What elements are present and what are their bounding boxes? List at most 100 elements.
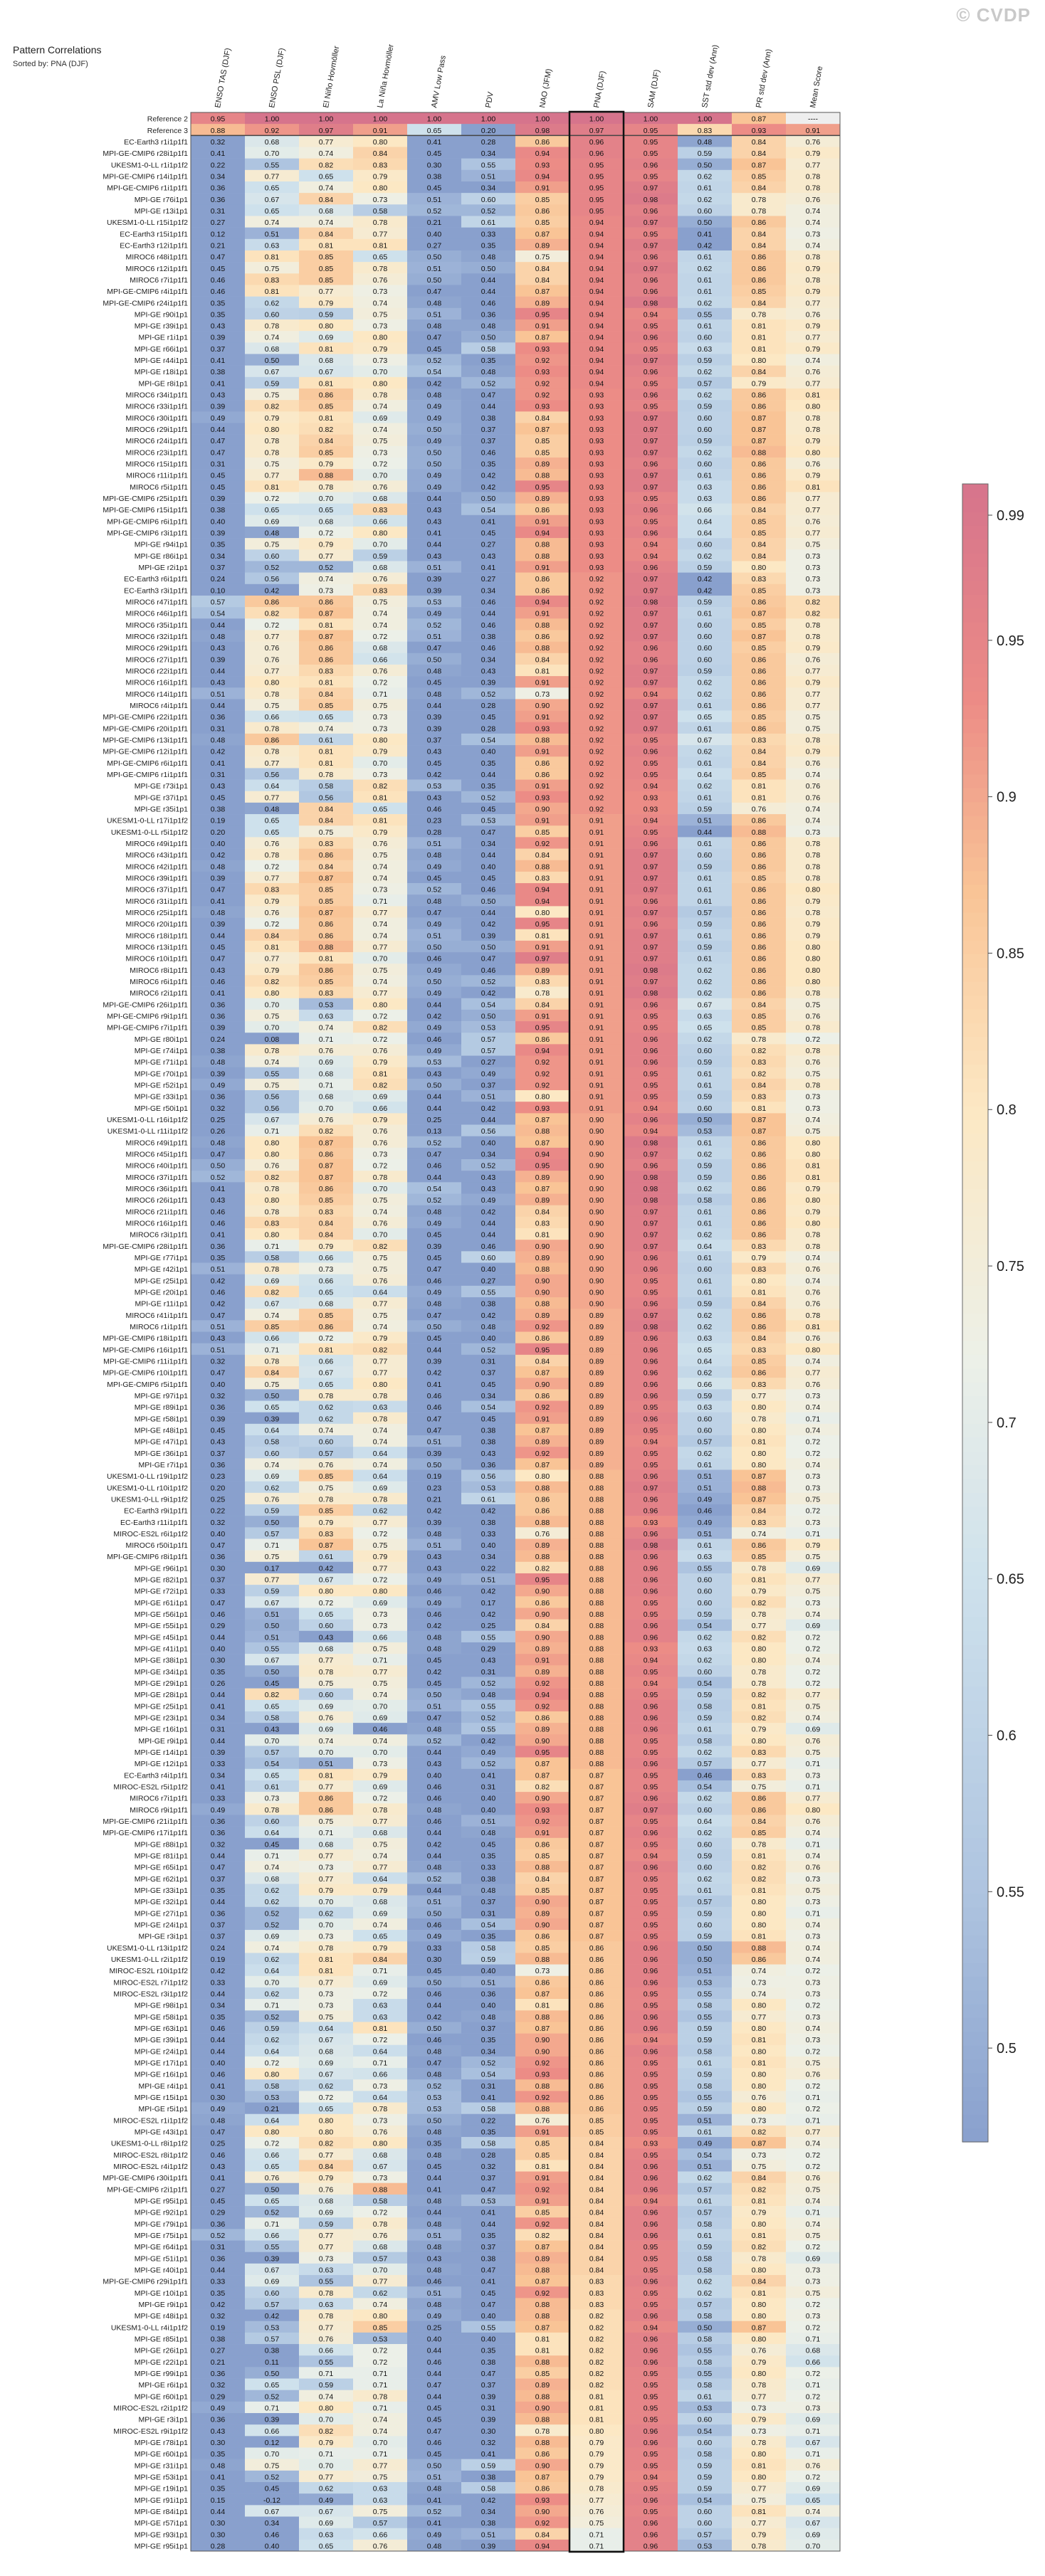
- cell-value-label: 0.41: [211, 759, 226, 768]
- cell-value-label: 0.96: [644, 1795, 658, 1803]
- cell-value-label: 0.45: [481, 713, 496, 722]
- cell-value-label: 0.75: [806, 1588, 821, 1596]
- cell-value-label: 0.87: [535, 2278, 550, 2286]
- cell-value-label: 0.43: [211, 679, 226, 687]
- cell-value-label: 0.52: [427, 1875, 442, 1884]
- cell-value-label: 0.50: [427, 426, 442, 434]
- heatmap-cell: [569, 445, 624, 458]
- cell-value-label: 0.84: [752, 138, 767, 147]
- cell-value-label: 0.45: [427, 759, 442, 768]
- heatmap-cell: [245, 1124, 299, 1136]
- cell-value-label: 0.83: [319, 840, 334, 848]
- heatmap-cell: [407, 457, 461, 470]
- cell-value-label: 0.81: [373, 241, 388, 250]
- cell-value-label: 0.92: [589, 748, 604, 756]
- heatmap-cell: [407, 940, 461, 953]
- cell-value-label: 0.72: [373, 1576, 388, 1585]
- cell-value-label: 0.40: [481, 2002, 496, 2010]
- cell-value-label: 0.52: [481, 1162, 496, 1171]
- heatmap-cell: [569, 319, 624, 332]
- heatmap-cell: [786, 745, 840, 757]
- heatmap-cell: [732, 434, 786, 447]
- cell-value-label: 0.55: [265, 1070, 280, 1078]
- cell-value-label: 0.67: [319, 1576, 334, 1585]
- heatmap-cell: [353, 158, 407, 171]
- cell-value-label: 0.60: [698, 541, 713, 549]
- cell-value-label: 0.37: [481, 1898, 496, 1906]
- heatmap-cell: [732, 733, 786, 746]
- cell-value-label: 0.44: [427, 495, 442, 503]
- cell-value-label: 1.00: [589, 115, 604, 124]
- cell-value-label: 0.75: [373, 1679, 388, 1688]
- cell-value-label: 0.36: [481, 1461, 496, 1469]
- cell-value-label: 0.78: [806, 276, 821, 285]
- cell-value-label: 0.90: [535, 1381, 550, 1389]
- cell-value-label: 0.47: [211, 1369, 226, 1378]
- heatmap-cell: [678, 250, 732, 263]
- heatmap-cell: [299, 894, 353, 907]
- heatmap-cell: [461, 158, 515, 171]
- row-label: MIROC6 r30i1p1f1: [125, 414, 188, 423]
- cell-value-label: 0.86: [535, 1035, 550, 1044]
- heatmap-cell: [407, 1078, 461, 1091]
- cell-value-label: 0.65: [319, 1288, 334, 1297]
- heatmap-cell: [407, 917, 461, 930]
- cell-value-label: 0.93: [535, 403, 550, 411]
- heatmap-cell: [624, 814, 678, 826]
- heatmap-cell: [678, 860, 732, 872]
- cell-value-label: 0.83: [319, 667, 334, 676]
- cell-value-label: 0.68: [319, 357, 334, 365]
- cell-value-label: 0.71: [265, 1242, 280, 1251]
- row-label: MPI-GE-CMIP6 r28i1p1f1: [103, 1242, 188, 1251]
- cell-value-label: 0.39: [211, 1748, 226, 1757]
- cell-value-label: 0.88: [589, 1668, 604, 1677]
- cell-value-label: 0.80: [806, 1150, 821, 1158]
- heatmap-cell: [732, 618, 786, 630]
- cell-value-label: 0.59: [698, 1300, 713, 1309]
- heatmap-cell: [299, 400, 353, 412]
- cell-value-label: 0.95: [644, 1450, 658, 1458]
- cell-value-label: 0.50: [427, 460, 442, 469]
- heatmap-cell: [407, 687, 461, 700]
- cell-value-label: 0.50: [481, 1012, 496, 1020]
- heatmap-cell: [678, 940, 732, 953]
- heatmap-cell: [461, 653, 515, 665]
- cell-value-label: 0.63: [698, 345, 713, 354]
- cell-value-label: 0.74: [265, 1461, 280, 1469]
- heatmap-cell: [245, 917, 299, 930]
- row-label: MPI-GE r70i1p1: [135, 1070, 188, 1078]
- cell-value-label: 0.80: [752, 1657, 767, 1665]
- heatmap-cell: [786, 848, 840, 861]
- heatmap-cell: [515, 1078, 569, 1091]
- cell-value-label: 0.64: [319, 2025, 334, 2033]
- row-label: MPI-GE-CMIP6 r17i1p1f1: [103, 1829, 188, 1837]
- cell-value-label: 0.91: [589, 1093, 604, 1102]
- cell-value-label: 0.89: [589, 1438, 604, 1447]
- cell-value-label: 0.86: [752, 724, 767, 733]
- row-label: MIROC6 r43i1p1f1: [125, 851, 188, 860]
- cell-value-label: 0.38: [481, 414, 496, 423]
- heatmap-cell: [624, 641, 678, 654]
- cell-value-label: 0.90: [589, 1196, 604, 1205]
- cell-value-label: 0.69: [806, 1622, 821, 1630]
- heatmap-cell: [624, 848, 678, 861]
- heatmap-cell: [299, 1193, 353, 1205]
- cell-value-label: 0.55: [481, 161, 496, 169]
- heatmap-cell: [353, 342, 407, 354]
- cell-value-label: 0.37: [211, 1450, 226, 1458]
- cell-value-label: 0.83: [752, 737, 767, 745]
- heatmap-cell: [461, 1205, 515, 1218]
- cell-value-label: 0.95: [644, 1783, 658, 1792]
- cell-value-label: 0.75: [373, 1196, 388, 1205]
- cell-value-label: 0.78: [806, 1024, 821, 1033]
- cell-value-label: 0.80: [806, 403, 821, 411]
- row-label: MPI-GE-CMIP6 r6i1p1f1: [107, 517, 188, 526]
- cell-value-label: 0.35: [211, 310, 226, 319]
- heatmap-cell: [461, 802, 515, 815]
- cell-value-label: 0.68: [373, 644, 388, 653]
- cell-value-label: 0.77: [373, 2278, 388, 2286]
- cell-value-label: 0.80: [265, 989, 280, 998]
- cell-value-label: 0.85: [752, 287, 767, 296]
- cell-value-label: 0.80: [535, 1472, 550, 1481]
- heatmap-cell: [191, 779, 245, 792]
